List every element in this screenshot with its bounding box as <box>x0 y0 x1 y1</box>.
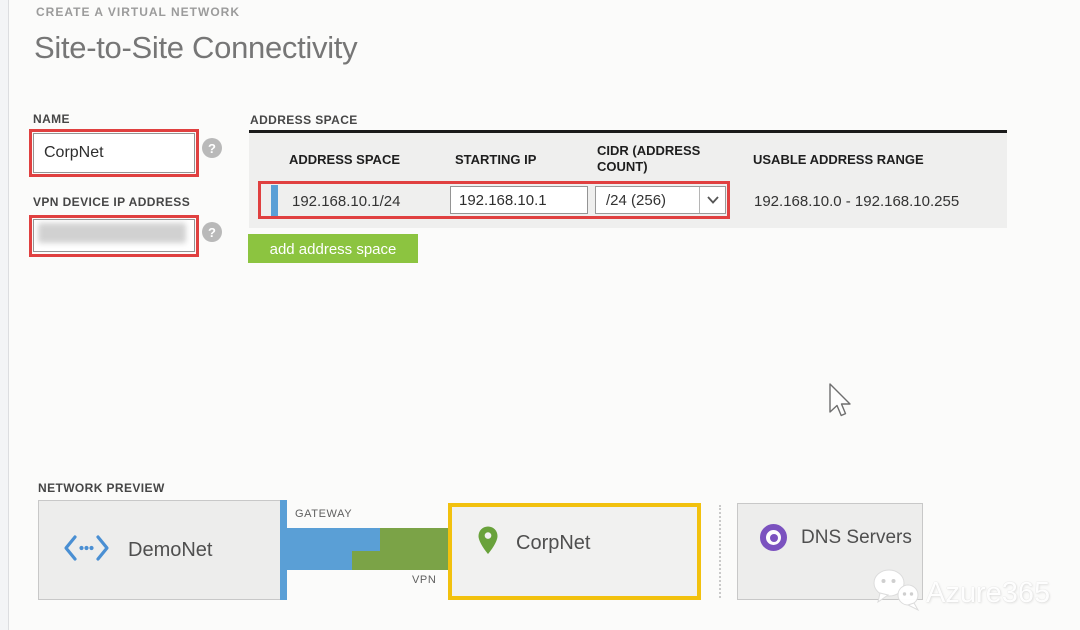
location-pin-icon <box>478 526 498 560</box>
row-selected-bar <box>271 185 278 216</box>
name-annotation-box <box>29 129 199 177</box>
address-space-section-label: ADDRESS SPACE <box>250 113 358 127</box>
vpn-device-ip-label: VPN DEVICE IP ADDRESS <box>33 195 191 209</box>
vpn-help-icon[interactable]: ? <box>202 222 222 242</box>
mouse-cursor-icon <box>828 383 852 424</box>
column-header-starting-ip: STARTING IP <box>455 152 537 167</box>
gateway-bar-blue <box>287 528 380 551</box>
column-header-usable-range: USABLE ADDRESS RANGE <box>753 152 924 167</box>
gateway-connector-label: GATEWAY <box>295 508 353 520</box>
address-space-cell[interactable]: 192.168.10.1/24 <box>292 193 401 210</box>
column-header-address-space: ADDRESS SPACE <box>289 152 401 167</box>
vpn-bar-green <box>380 528 448 551</box>
redacted-value-blur <box>38 223 186 243</box>
dns-bullseye-icon <box>760 524 787 551</box>
demonet-tile-label: DemoNet <box>128 538 213 561</box>
usable-range-cell: 192.168.10.0 - 192.168.10.255 <box>754 193 960 210</box>
corpnet-tile-label: CorpNet <box>516 531 591 554</box>
tile-demonet[interactable]: DemoNet <box>38 500 281 600</box>
network-preview-label: NETWORK PREVIEW <box>38 481 165 495</box>
gateway-bar-blue-step <box>287 551 352 570</box>
preview-dotted-divider <box>719 505 721 598</box>
add-address-space-button[interactable]: add address space <box>248 234 418 263</box>
vpn-annotation-box <box>29 215 199 257</box>
page-title: Site-to-Site Connectivity <box>34 30 358 65</box>
cidr-selected-value: /24 (256) <box>606 191 667 209</box>
gateway-edge-strip <box>280 500 287 600</box>
table-top-rule <box>249 130 1007 133</box>
vpn-bar-green-step <box>352 551 448 570</box>
starting-ip-input[interactable] <box>450 186 588 214</box>
watermark-text: Azure365 <box>926 577 1051 609</box>
row-annotation-box <box>258 181 730 219</box>
watermark: Azure365 <box>872 568 1050 619</box>
cidr-dropdown[interactable]: /24 (256) <box>595 186 726 214</box>
name-field-label: NAME <box>33 112 70 126</box>
tile-corpnet-selected[interactable]: CorpNet <box>448 503 701 600</box>
wizard-eyebrow: CREATE A VIRTUAL NETWORK <box>36 5 240 19</box>
virtual-network-icon <box>63 534 110 567</box>
chat-bubbles-icon <box>872 568 922 619</box>
name-input[interactable] <box>33 133 195 173</box>
dialog-left-edge <box>0 0 9 630</box>
name-help-icon[interactable]: ? <box>202 138 222 158</box>
dns-tile-label: DNS Servers <box>801 526 912 548</box>
vpn-connector-label: VPN <box>412 574 437 586</box>
chevron-down-icon[interactable] <box>699 187 725 213</box>
column-header-cidr: CIDR (ADDRESS COUNT) <box>597 143 701 174</box>
